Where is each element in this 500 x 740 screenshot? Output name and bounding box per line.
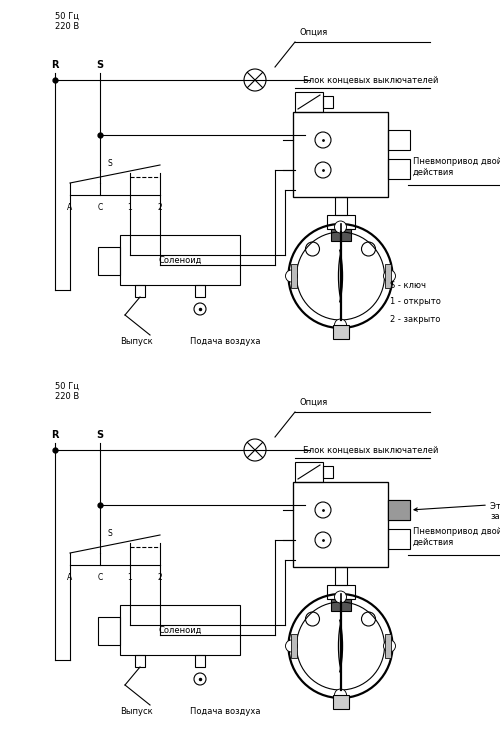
- Circle shape: [334, 319, 346, 331]
- Bar: [135, 285, 145, 297]
- Bar: [326, 585, 354, 599]
- Bar: [388, 529, 410, 549]
- Text: 2: 2: [158, 203, 162, 212]
- Text: Выпуск: Выпуск: [120, 337, 153, 346]
- Circle shape: [384, 270, 396, 282]
- Text: 1: 1: [128, 203, 132, 212]
- Bar: [135, 655, 145, 667]
- Text: 50 Гц: 50 Гц: [55, 382, 79, 391]
- Bar: [98, 247, 120, 275]
- Circle shape: [334, 689, 346, 701]
- Circle shape: [362, 242, 376, 256]
- Bar: [120, 235, 240, 285]
- Bar: [290, 634, 296, 658]
- Text: A: A: [68, 203, 72, 212]
- Text: Пневмопривод двойного
действия: Пневмопривод двойного действия: [413, 527, 500, 546]
- Text: Соленоид: Соленоид: [158, 255, 202, 264]
- Circle shape: [286, 270, 298, 282]
- Text: Подача воздуха: Подача воздуха: [190, 707, 260, 716]
- Bar: [120, 605, 240, 655]
- Circle shape: [334, 591, 346, 603]
- Text: Подача воздуха: Подача воздуха: [190, 337, 260, 346]
- Text: Выпуск: Выпуск: [120, 707, 153, 716]
- Text: 2: 2: [158, 573, 162, 582]
- Bar: [384, 264, 390, 288]
- Circle shape: [306, 242, 320, 256]
- Text: Опция: Опция: [300, 398, 328, 407]
- Bar: [295, 462, 323, 482]
- Text: 2 - закрыто: 2 - закрыто: [390, 314, 440, 323]
- Bar: [195, 655, 205, 667]
- Bar: [98, 617, 120, 645]
- Text: S: S: [108, 528, 113, 537]
- Bar: [323, 466, 333, 478]
- Text: A: A: [68, 573, 72, 582]
- Text: Блок концевых выключателей: Блок концевых выключателей: [303, 446, 438, 455]
- Text: S: S: [96, 430, 103, 440]
- Bar: [323, 96, 333, 108]
- Text: Этот канал
заглушен: Этот канал заглушен: [490, 502, 500, 522]
- Bar: [290, 264, 296, 288]
- Text: Блок концевых выключателей: Блок концевых выключателей: [303, 76, 438, 85]
- Bar: [295, 92, 323, 112]
- Circle shape: [286, 640, 298, 652]
- Text: Соленоид: Соленоид: [158, 625, 202, 634]
- Text: 220 В: 220 В: [55, 392, 79, 401]
- Bar: [388, 500, 410, 520]
- Bar: [388, 159, 410, 179]
- Text: 1 - открыто: 1 - открыто: [390, 297, 441, 306]
- Bar: [330, 599, 350, 611]
- Text: 1: 1: [128, 573, 132, 582]
- Text: R: R: [52, 430, 59, 440]
- Text: S - ключ: S - ключ: [390, 280, 426, 289]
- Bar: [326, 215, 354, 229]
- Text: S: S: [96, 60, 103, 70]
- Bar: [334, 197, 346, 215]
- Circle shape: [384, 640, 396, 652]
- Text: 50 Гц: 50 Гц: [55, 12, 79, 21]
- Bar: [195, 285, 205, 297]
- Bar: [384, 634, 390, 658]
- Bar: [330, 229, 350, 241]
- Bar: [334, 567, 346, 585]
- Bar: [388, 130, 410, 150]
- Bar: [293, 112, 388, 197]
- Text: Опция: Опция: [300, 28, 328, 37]
- Text: C: C: [98, 573, 102, 582]
- Bar: [388, 500, 410, 520]
- Bar: [332, 325, 348, 339]
- Circle shape: [306, 612, 320, 626]
- Text: S: S: [108, 158, 113, 167]
- Bar: [332, 695, 348, 709]
- Bar: [293, 482, 388, 567]
- Text: 220 В: 220 В: [55, 22, 79, 31]
- Text: C: C: [98, 203, 102, 212]
- Text: Пневмопривод двойного
действия: Пневмопривод двойного действия: [413, 157, 500, 176]
- Text: R: R: [52, 60, 59, 70]
- Circle shape: [362, 612, 376, 626]
- Circle shape: [334, 221, 346, 233]
